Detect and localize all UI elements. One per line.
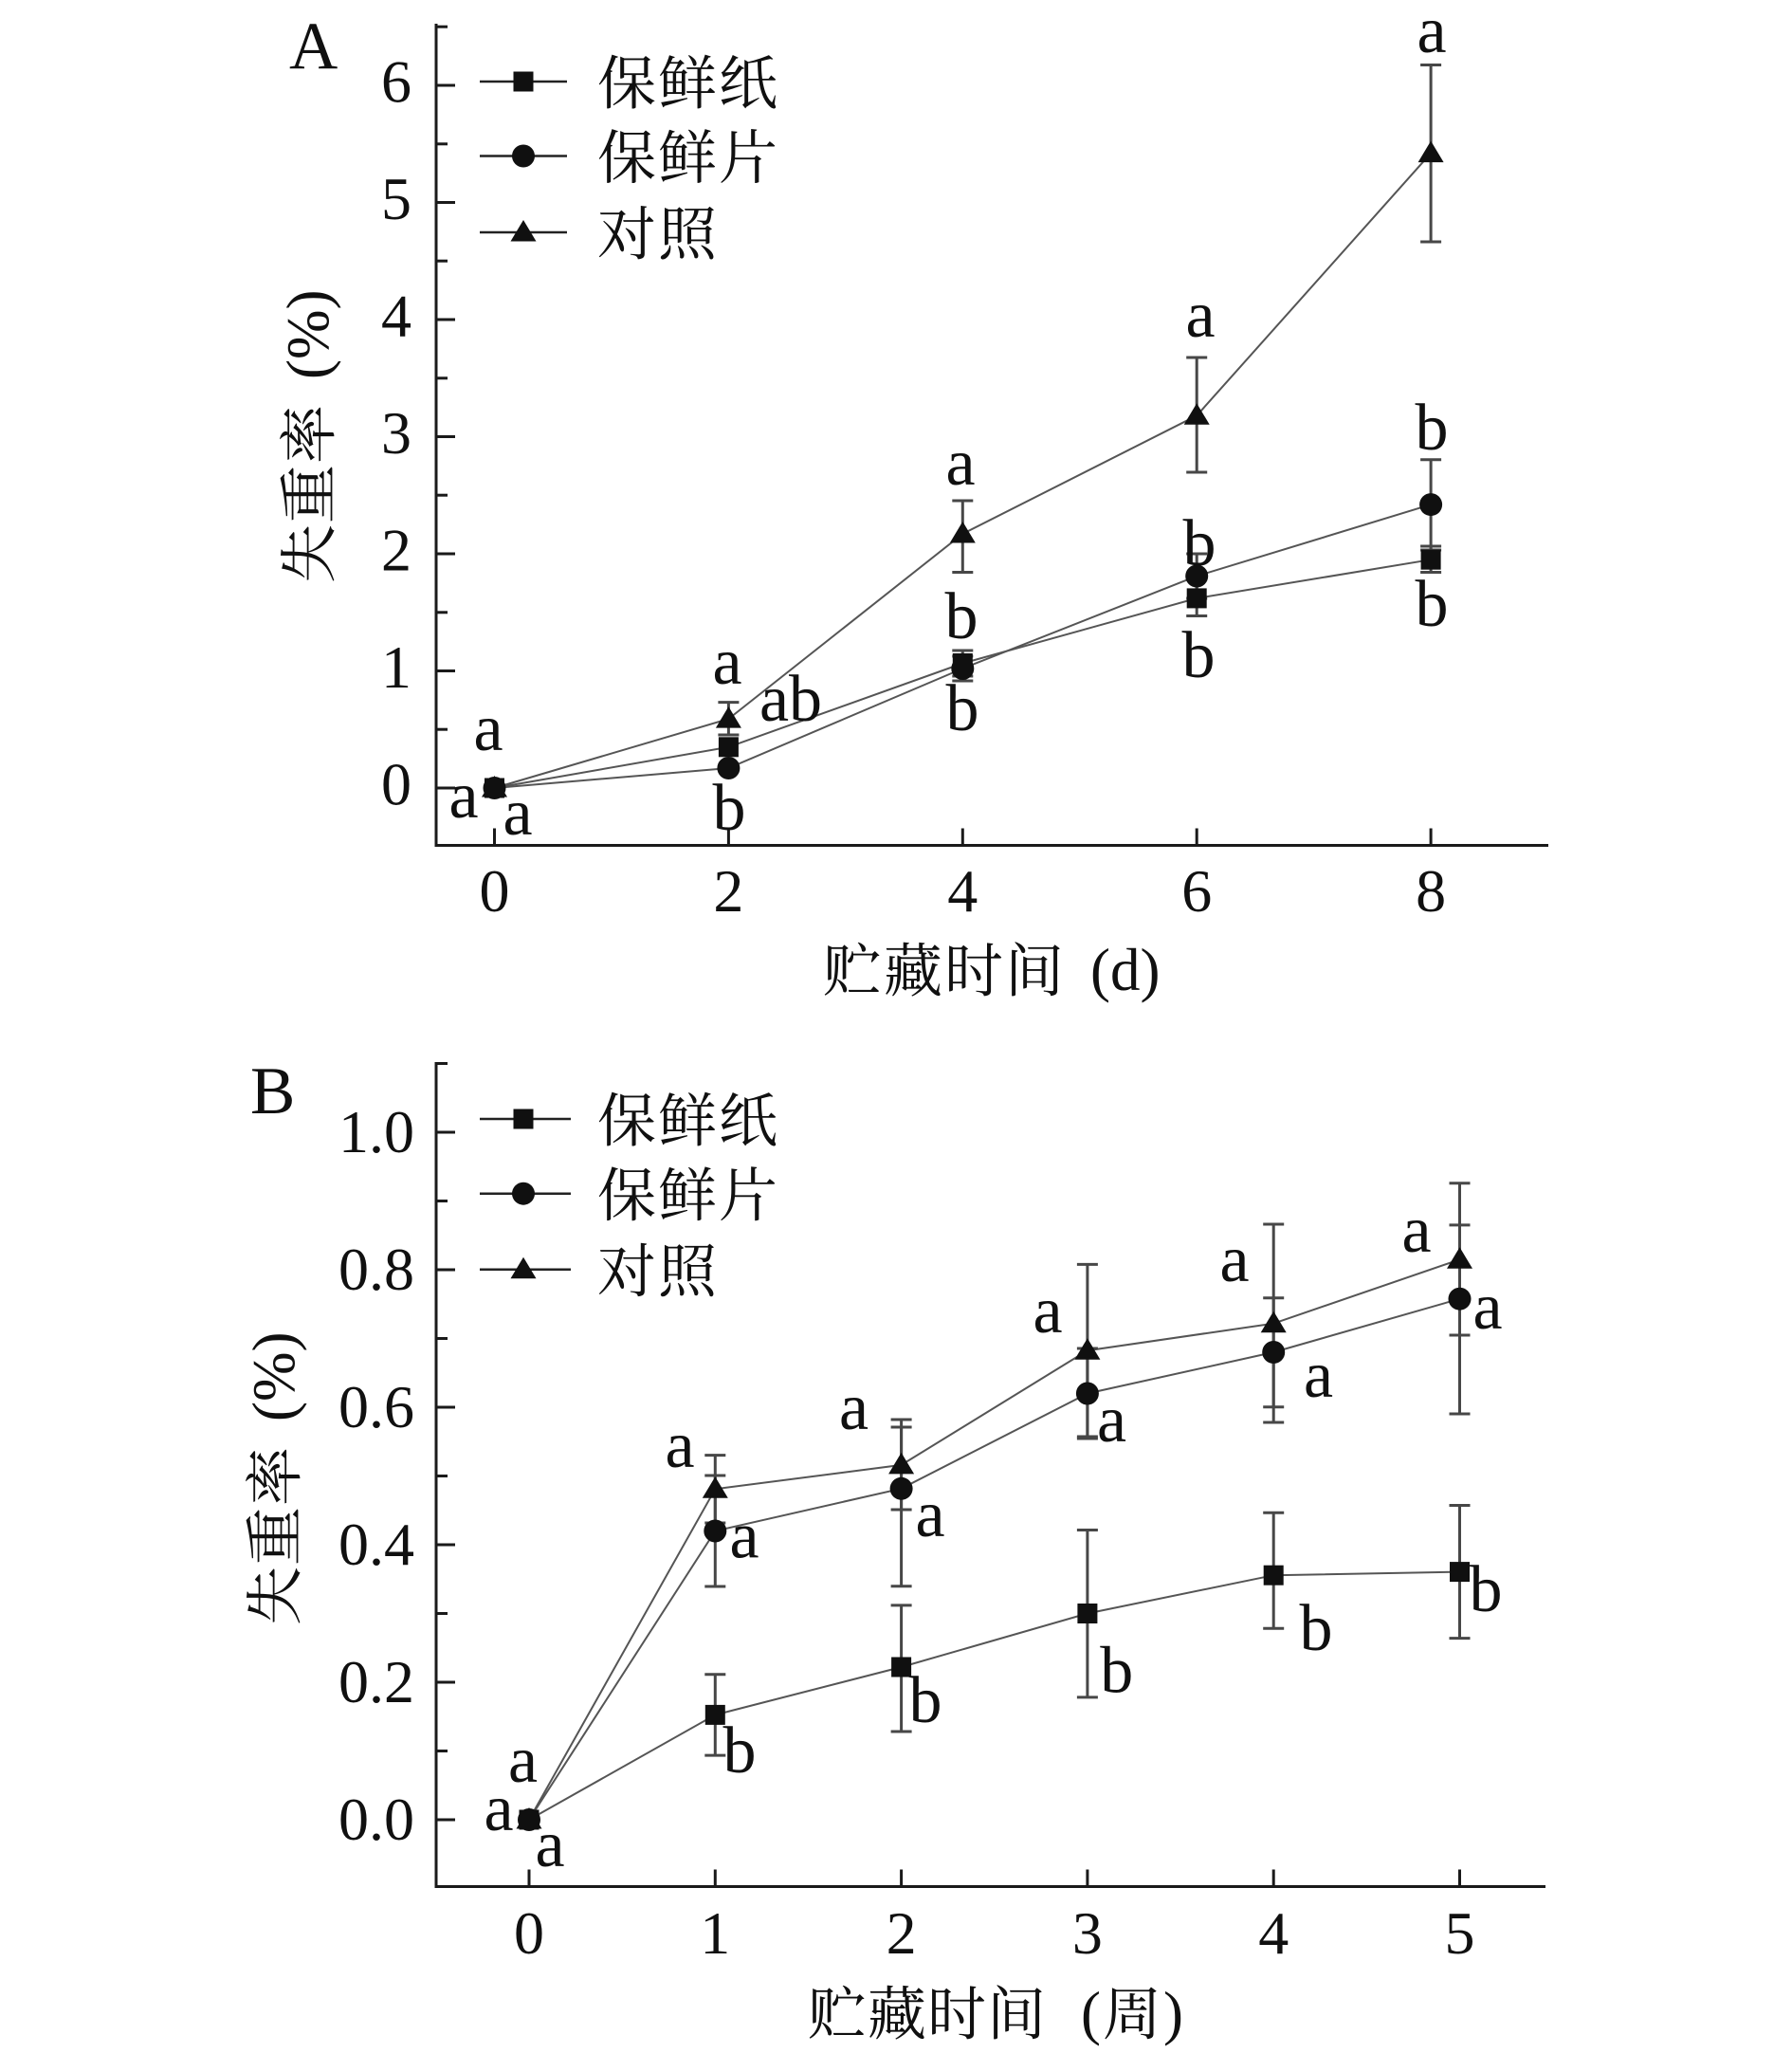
svg-text:0: 0 <box>514 1899 544 1967</box>
svg-text:a: a <box>945 427 975 500</box>
svg-text:1: 1 <box>381 633 411 701</box>
svg-text:a: a <box>503 777 532 850</box>
svg-text:(%): (%) <box>241 1332 307 1421</box>
svg-text:a: a <box>665 1409 694 1482</box>
svg-text:): ) <box>1163 1980 1183 2046</box>
svg-text:(d): (d) <box>1090 937 1160 1003</box>
svg-text:0.6: 0.6 <box>338 1373 414 1440</box>
svg-text:a: a <box>729 1500 759 1573</box>
svg-text:b: b <box>1182 619 1216 692</box>
svg-text:b: b <box>946 672 979 745</box>
svg-text:ab: ab <box>759 663 822 736</box>
svg-text:b: b <box>945 580 978 653</box>
svg-text:b: b <box>713 772 746 845</box>
svg-text:0: 0 <box>381 751 411 818</box>
svg-text:0: 0 <box>480 857 510 925</box>
svg-text:3: 3 <box>381 399 411 467</box>
svg-text:a: a <box>1401 1194 1431 1267</box>
svg-text:b: b <box>1416 392 1449 465</box>
svg-text:3: 3 <box>1072 1899 1103 1967</box>
svg-text:a: a <box>839 1371 869 1444</box>
svg-text:a: a <box>473 692 503 765</box>
svg-text:a: a <box>535 1808 564 1881</box>
svg-text:6: 6 <box>1181 857 1212 925</box>
svg-text:a: a <box>484 1772 513 1845</box>
svg-text:(: ( <box>1081 1980 1101 2046</box>
svg-text:b: b <box>909 1664 942 1737</box>
svg-text:0.2: 0.2 <box>338 1648 414 1715</box>
svg-text:a: a <box>448 760 478 833</box>
svg-text:1: 1 <box>700 1899 730 1967</box>
svg-text:2: 2 <box>713 857 743 925</box>
svg-text:a: a <box>1219 1223 1249 1296</box>
svg-text:a: a <box>915 1478 944 1551</box>
svg-text:0.4: 0.4 <box>338 1511 414 1578</box>
svg-text:b: b <box>1183 507 1216 580</box>
svg-text:5: 5 <box>1445 1899 1475 1967</box>
svg-text:a: a <box>508 1724 538 1797</box>
svg-text:a: a <box>1033 1274 1062 1347</box>
svg-text:a: a <box>1097 1384 1126 1457</box>
svg-text:4: 4 <box>381 283 411 350</box>
svg-text:A: A <box>289 9 338 83</box>
svg-text:(%): (%) <box>275 290 341 379</box>
svg-text:8: 8 <box>1416 857 1446 925</box>
svg-text:1.0: 1.0 <box>338 1098 414 1165</box>
svg-text:0.0: 0.0 <box>338 1786 414 1853</box>
svg-text:b: b <box>1100 1634 1133 1707</box>
svg-text:b: b <box>1470 1553 1503 1626</box>
svg-text:a: a <box>1185 279 1215 352</box>
svg-text:2: 2 <box>887 1899 917 1967</box>
svg-text:b: b <box>1300 1592 1333 1665</box>
svg-text:4: 4 <box>1258 1899 1289 1967</box>
svg-text:a: a <box>1304 1339 1333 1412</box>
svg-text:b: b <box>723 1714 757 1787</box>
svg-text:B: B <box>250 1054 295 1128</box>
svg-text:4: 4 <box>947 857 978 925</box>
svg-text:a: a <box>1472 1271 1502 1344</box>
svg-text:2: 2 <box>381 517 411 584</box>
svg-text:5: 5 <box>381 165 411 232</box>
svg-text:b: b <box>1416 568 1449 641</box>
svg-text:a: a <box>1417 0 1446 67</box>
svg-text:0.8: 0.8 <box>338 1236 414 1303</box>
svg-text:6: 6 <box>381 48 411 116</box>
svg-text:a: a <box>712 626 741 699</box>
